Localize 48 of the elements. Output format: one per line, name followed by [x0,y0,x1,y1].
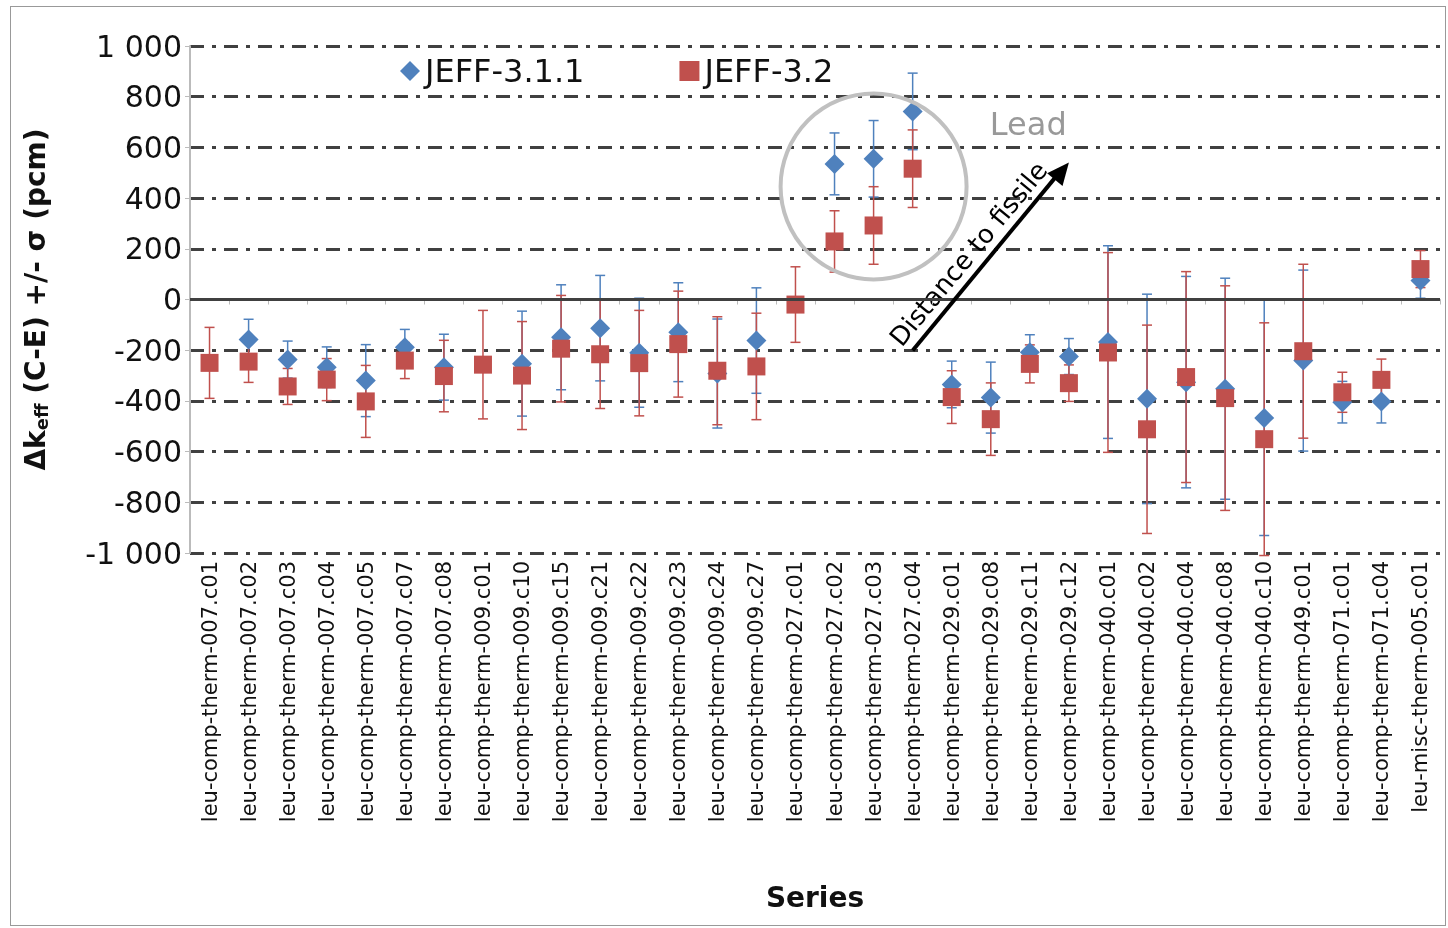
y-tick-label: -600 [113,434,182,470]
x-tick-label: leu-comp-therm-027.c01 [783,561,808,823]
x-tick-label: leu-comp-therm-040.c10 [1252,561,1277,823]
y-tick-label: 1 000 [96,28,182,64]
x-tick-label: leu-misc-therm-005.c01 [1408,561,1433,813]
y-tick-label: 600 [124,129,182,165]
x-tick-label: leu-comp-therm-040.c04 [1174,561,1199,823]
x-tick-label: leu-comp-therm-009.c22 [627,561,652,823]
x-tick-label: leu-comp-therm-040.c08 [1213,561,1238,823]
legend-label: JEFF-3.2 [702,52,834,90]
x-tick-label: leu-comp-therm-040.c02 [1135,561,1160,823]
x-tick-label: leu-comp-therm-007.c01 [197,561,222,823]
x-tick-label: leu-comp-therm-049.c01 [1291,561,1316,823]
y-tick-label: 800 [124,79,182,115]
x-tick-label: leu-comp-therm-009.c01 [470,561,495,823]
x-tick-label: leu-comp-therm-027.c03 [861,561,886,823]
y-tick-label: -1 000 [85,535,182,571]
x-tick-label: leu-comp-therm-009.c23 [666,561,691,823]
y-tick-label: 200 [124,231,182,267]
x-tick-label: leu-comp-therm-007.c07 [392,561,417,823]
y-tick-label: -800 [113,484,182,520]
x-tick-label: leu-comp-therm-007.c08 [431,561,456,823]
y-tick-label: 400 [124,180,182,216]
x-tick-label: leu-comp-therm-029.c08 [978,561,1003,823]
x-tick-label: leu-comp-therm-071.c04 [1369,561,1394,823]
y-axis-title: Δkeff (C-E) +/- σ (pcm) [18,128,52,471]
x-tick-label: leu-comp-therm-029.c01 [939,561,964,823]
x-tick-label: leu-comp-therm-040.c01 [1095,561,1120,823]
x-tick-label: leu-comp-therm-027.c04 [900,561,925,823]
y-tick-label: 0 [162,282,182,317]
x-tick-label: leu-comp-therm-007.c03 [275,561,300,823]
y-tick-label: -200 [113,332,182,368]
y-tick-label: -400 [113,383,182,419]
x-tick-label: leu-comp-therm-029.c11 [1017,561,1042,823]
x-tick-label: leu-comp-therm-009.c15 [549,561,574,823]
x-tick-label: leu-comp-therm-009.c24 [705,561,730,823]
x-tick-label: leu-comp-therm-007.c04 [314,561,339,823]
x-tick-label: leu-comp-therm-071.c01 [1330,561,1355,823]
legend-label: JEFF-3.1.1 [423,52,585,90]
x-tick-label: leu-comp-therm-007.c02 [236,561,261,823]
x-axis-title: Series [765,880,865,914]
x-tick-label: leu-comp-therm-009.c21 [588,561,613,823]
x-tick-label: leu-comp-therm-007.c05 [353,561,378,823]
x-tick-label: leu-comp-therm-029.c12 [1056,561,1081,823]
annotation: Lead [989,105,1067,144]
x-tick-label: leu-comp-therm-027.c02 [822,561,847,823]
x-tick-label: leu-comp-therm-009.c10 [510,561,535,823]
x-tick-label: leu-comp-therm-009.c27 [744,561,769,823]
